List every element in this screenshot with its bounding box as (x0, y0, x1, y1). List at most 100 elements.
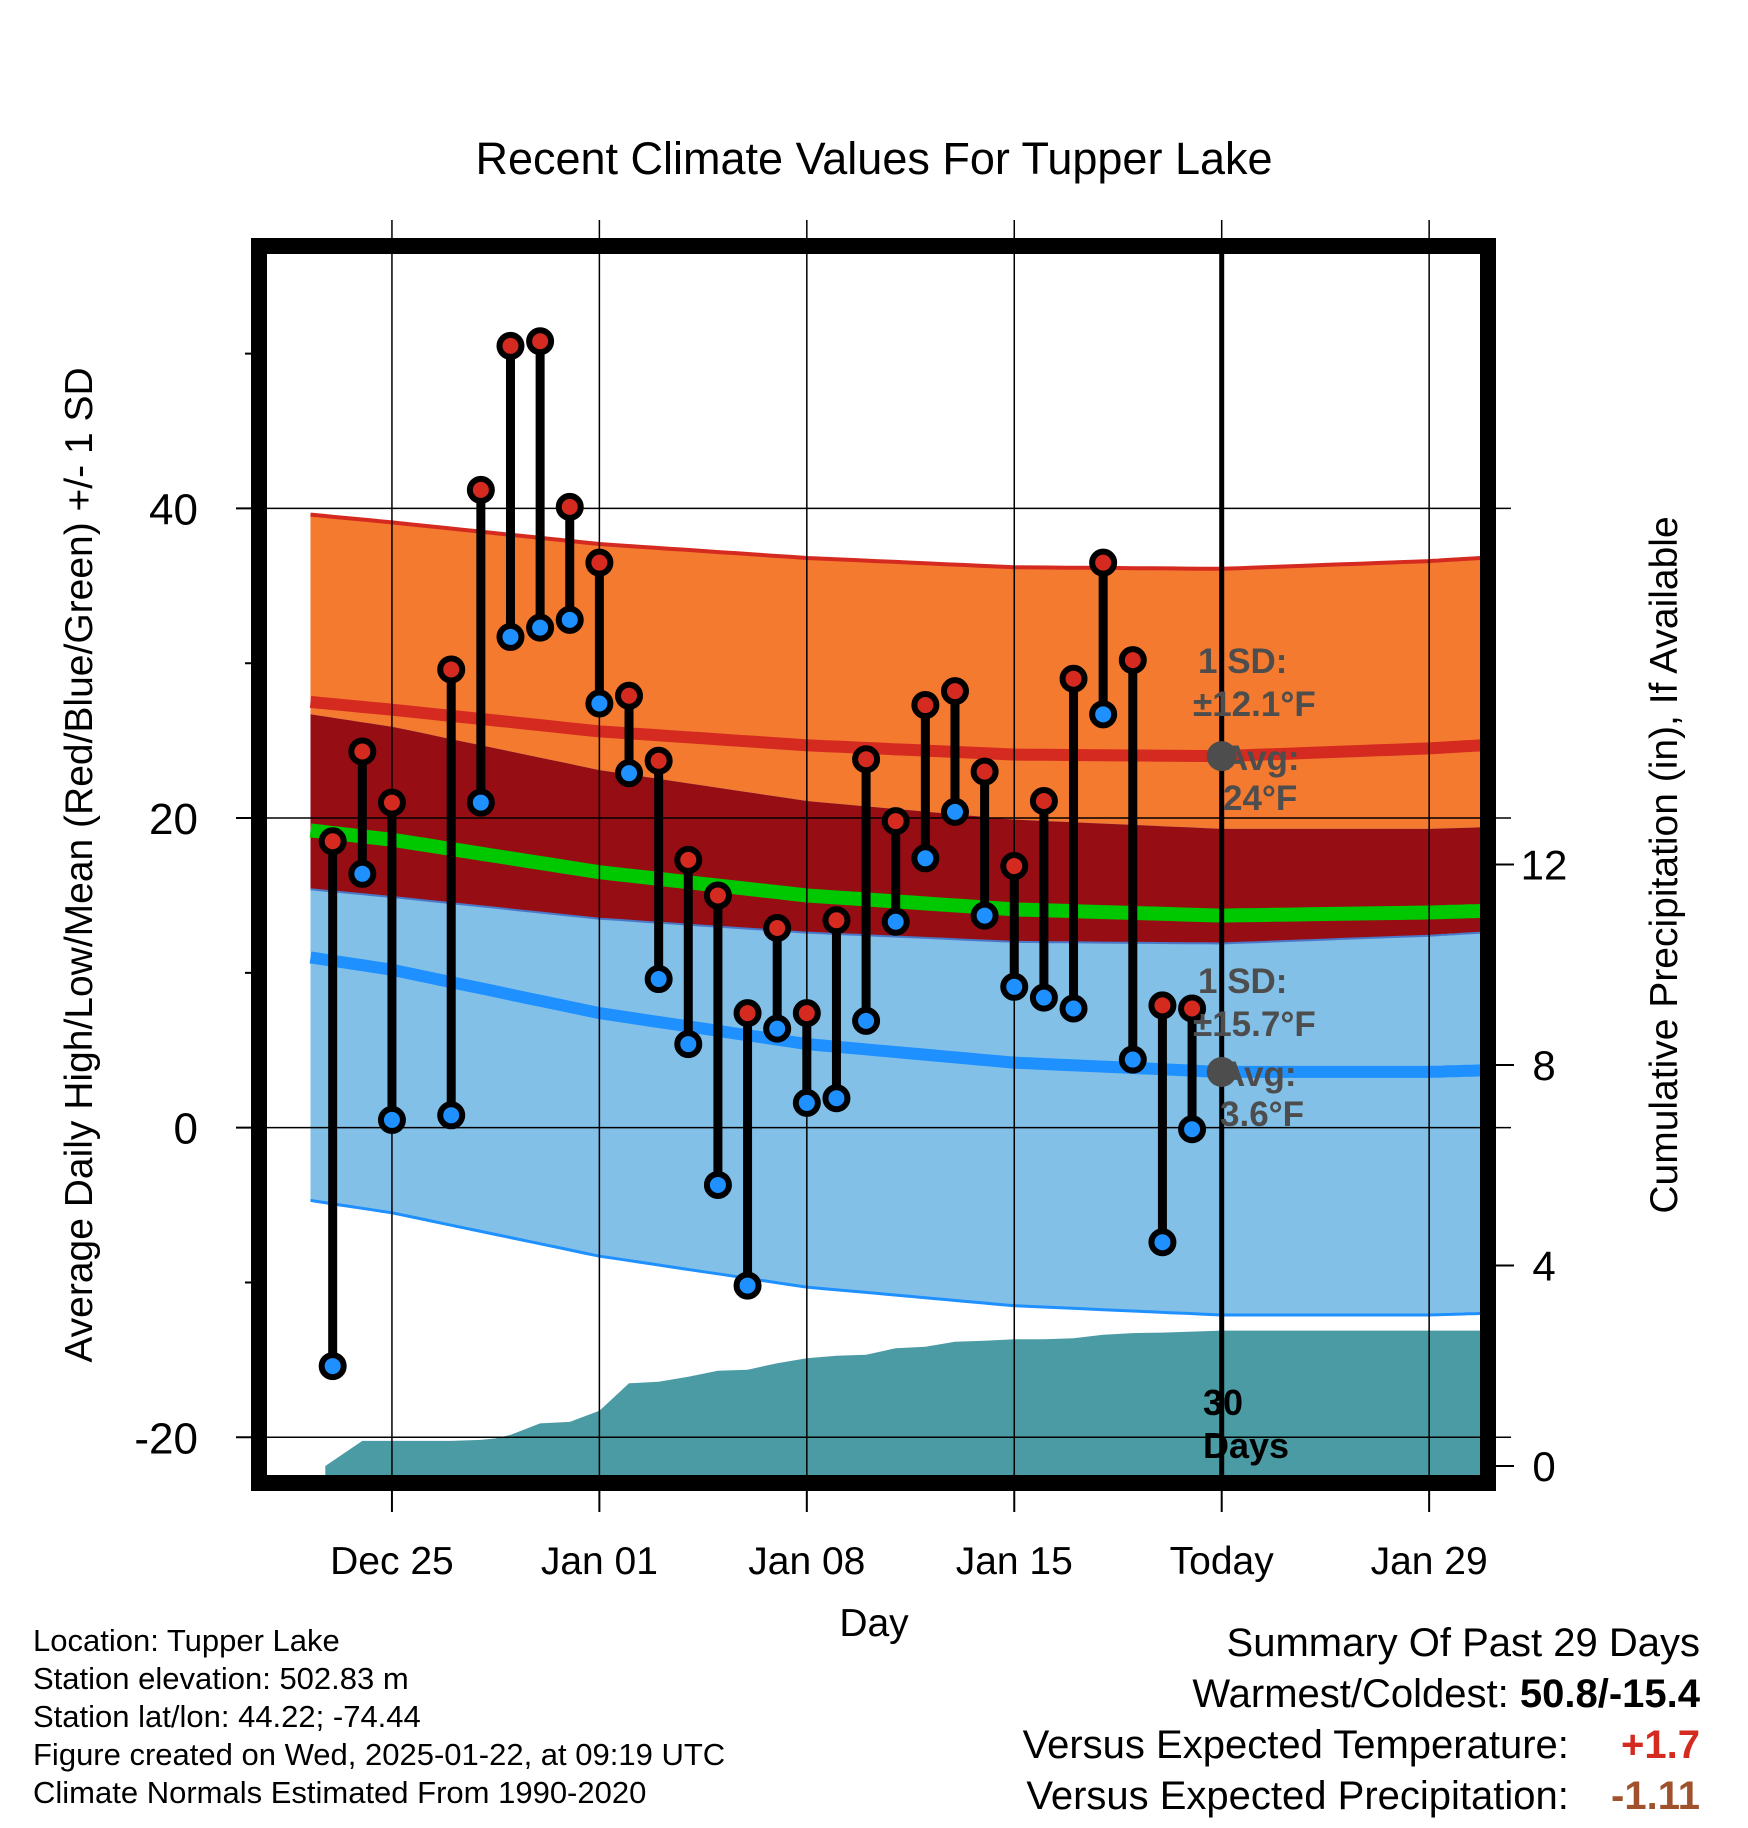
obs-low-point (1089, 700, 1118, 729)
x-tick-label: Jan 01 (541, 1540, 658, 1583)
obs-high-point (940, 677, 969, 706)
x-axis-label: Day (839, 1602, 909, 1645)
summary-title: Summary Of Past 29 Days (1226, 1621, 1700, 1665)
obs-low-point (970, 901, 999, 930)
warm-cold-value: 50.8/-15.4 (1519, 1672, 1700, 1716)
y2-tick-label: 12 (1521, 842, 1568, 889)
high-avg-marker (1206, 741, 1237, 772)
obs-high-point (1148, 991, 1177, 1020)
obs-high-point (703, 881, 732, 910)
y-axis-label: Average Daily High/Low/Mean (Red/Blue/Gr… (58, 367, 101, 1362)
low-lower-edge (310, 1198, 1481, 1317)
obs-high-point (911, 691, 940, 720)
precip-row: Versus Expected Precipitation: -1.11 (1023, 1771, 1700, 1822)
latlon-text: Station lat/lon: 44.22; -74.44 (33, 1699, 421, 1734)
obs-high-point (1118, 646, 1147, 675)
obs-high-point (555, 492, 584, 521)
obs-low-point (377, 1105, 406, 1134)
obs-low-point (792, 1088, 821, 1117)
obs-high-point (1059, 664, 1088, 693)
low-avg-value: 3.6°F (1220, 1095, 1304, 1134)
obs-high-point (644, 746, 673, 775)
obs-high-point (348, 737, 377, 766)
low-sd-label: 1 SD: (1198, 962, 1287, 1001)
y2-tick-label: 4 (1532, 1242, 1555, 1289)
obs-low-point (466, 788, 495, 817)
x-tick-label: Dec 25 (330, 1540, 454, 1583)
precip-layer (325, 1330, 1481, 1476)
obs-low-point (318, 1352, 347, 1381)
temp-label: Versus Expected Temperature: (1022, 1723, 1569, 1767)
days-word: Days (1203, 1425, 1289, 1466)
obs-high-point (1089, 548, 1118, 577)
high-avg-value: 24°F (1223, 779, 1297, 818)
obs-low-point (1029, 983, 1058, 1012)
obs-high-point (496, 331, 525, 360)
obs-low-point (644, 965, 673, 994)
y-tick-label: 40 (149, 485, 198, 534)
location-text: Location: Tupper Lake (33, 1623, 340, 1658)
obs-high-point (822, 906, 851, 935)
y2-tick-label: 8 (1532, 1042, 1555, 1089)
obs-low-point (437, 1101, 466, 1130)
obs-high-point (792, 999, 821, 1028)
obs-high-point (318, 827, 347, 856)
obs-low-point (674, 1030, 703, 1059)
obs-low-point (852, 1006, 881, 1035)
low-avg-line (309, 951, 1481, 1078)
high-avg-line (309, 695, 1481, 763)
high-upper-edge (310, 512, 1481, 571)
obs-low-point (1059, 994, 1088, 1023)
obs-low-point (940, 797, 969, 826)
x-tick-label: Today (1170, 1540, 1275, 1583)
obs-high-point (674, 845, 703, 874)
low-sd-value: ±15.7°F (1193, 1005, 1316, 1044)
x-tick-label: Jan 08 (748, 1540, 865, 1583)
obs-high-point (466, 475, 495, 504)
obs-high-point (437, 655, 466, 684)
elevation-text: Station elevation: 502.83 m (33, 1661, 409, 1696)
obs-low-point (1178, 1115, 1207, 1144)
low-avg-marker (1206, 1056, 1237, 1087)
temp-value: +1.7 (1621, 1723, 1700, 1767)
high-sd-value: ±12.1°F (1193, 685, 1316, 724)
days-count: 30 (1203, 1382, 1243, 1423)
obs-low-point (763, 1014, 792, 1043)
obs-high-point (1000, 852, 1029, 881)
obs-high-point (763, 913, 792, 942)
obs-low-point (585, 689, 614, 718)
mean-avg-line (309, 823, 1481, 923)
obs-low-point (1000, 972, 1029, 1001)
high-avg-label: Avg: (1223, 739, 1299, 778)
obs-low-point (733, 1271, 762, 1300)
obs-low-point (496, 622, 525, 651)
obs-high-point (970, 757, 999, 786)
obs-high-point (585, 548, 614, 577)
obs-high-point (526, 327, 555, 356)
high-lower-edge (310, 888, 1481, 945)
high-sd-label: 1 SD: (1198, 642, 1287, 681)
obs-low-point (348, 859, 377, 888)
chart-title: Recent Climate Values For Tupper Lake (475, 133, 1272, 184)
observations (318, 327, 1207, 1381)
obs-low-point (615, 759, 644, 788)
obs-low-point (1118, 1045, 1147, 1074)
obs-high-point (733, 999, 762, 1028)
obs-high-point (377, 788, 406, 817)
obs-low-point (881, 907, 910, 936)
obs-high-point (881, 807, 910, 836)
created-text: Figure created on Wed, 2025-01-22, at 09… (33, 1737, 726, 1772)
obs-low-point (911, 844, 940, 873)
obs-low-point (822, 1084, 851, 1113)
obs-low-point (1148, 1228, 1177, 1257)
temp-row: Versus Expected Temperature: +1.7 (1023, 1720, 1700, 1771)
station-info: Location: Tupper Lake Station elevation:… (33, 1622, 725, 1812)
y2-axis-label: Cumulative Precipitation (in), If Availa… (1643, 516, 1686, 1213)
y-tick-label: -20 (134, 1414, 198, 1463)
obs-high-point (615, 681, 644, 710)
obs-high-point (852, 745, 881, 774)
y-tick-label: 0 (174, 1105, 198, 1154)
precip-area (325, 1330, 1481, 1476)
